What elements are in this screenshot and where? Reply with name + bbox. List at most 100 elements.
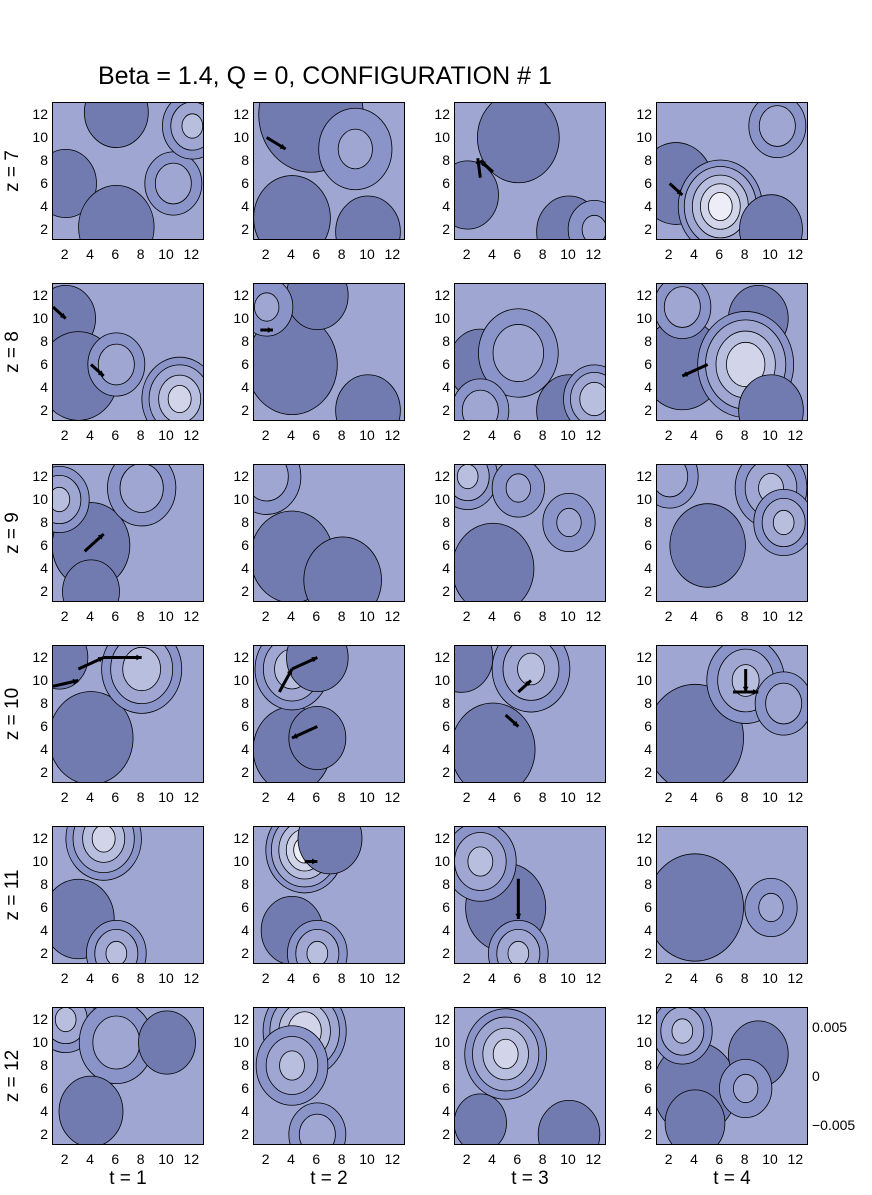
x-tick-label: 2 bbox=[60, 427, 69, 443]
colorbar-tick-label: −0.005 bbox=[812, 1116, 856, 1133]
contour-blob bbox=[83, 103, 149, 148]
x-tick-label: 4 bbox=[488, 789, 496, 805]
x-tick-label: 4 bbox=[86, 246, 94, 262]
arrow-head bbox=[525, 680, 531, 687]
y-tick-label: 10 bbox=[434, 309, 450, 326]
y-tick-label: 2 bbox=[241, 1125, 249, 1142]
contour-blob bbox=[162, 103, 203, 160]
y-tick-label: 6 bbox=[241, 898, 249, 915]
arrow-head bbox=[512, 720, 519, 727]
y-tick-label: 8 bbox=[442, 875, 450, 892]
y-tick-label: 10 bbox=[233, 852, 249, 869]
contour-level bbox=[657, 465, 689, 498]
contour-blob bbox=[657, 1008, 713, 1065]
contour-level bbox=[772, 509, 795, 536]
contour-panel bbox=[52, 102, 204, 240]
x-tick-label: 6 bbox=[513, 246, 522, 262]
contour-blob bbox=[488, 919, 549, 963]
x-tick-label: 12 bbox=[384, 427, 401, 443]
y-tick-label: 8 bbox=[644, 332, 652, 349]
y-tick-label: 8 bbox=[644, 513, 652, 530]
y-tick-label: 6 bbox=[644, 717, 652, 734]
y-tick-label: 8 bbox=[644, 1056, 652, 1073]
arrow-head bbox=[59, 312, 66, 319]
y-tick-label: 10 bbox=[32, 671, 48, 688]
contour-level bbox=[455, 646, 494, 693]
y-tick-label: 12 bbox=[233, 286, 249, 303]
x-tick-label: 10 bbox=[560, 427, 576, 443]
y-tick-label: 8 bbox=[442, 694, 450, 711]
y-tick-label: 6 bbox=[40, 898, 48, 915]
contour-blob bbox=[738, 374, 804, 420]
y-tick-label: 4 bbox=[644, 1102, 652, 1119]
y-tick-label: 8 bbox=[241, 332, 249, 349]
x-tick-label: 4 bbox=[287, 1151, 295, 1167]
arrow-head bbox=[682, 371, 689, 377]
x-tick-label: 12 bbox=[183, 608, 200, 624]
arrow-head bbox=[475, 158, 482, 164]
contour-level bbox=[492, 324, 545, 382]
y-tick-label: 10 bbox=[434, 852, 450, 869]
y-tick-label: 12 bbox=[636, 648, 652, 665]
x-tick-label: 4 bbox=[287, 970, 295, 986]
x-tick-label: 4 bbox=[287, 246, 295, 262]
y-tick-label: 2 bbox=[644, 763, 652, 780]
x-tick-label: 12 bbox=[585, 246, 602, 262]
y-tick-label: 2 bbox=[442, 401, 450, 418]
x-tick-label: 8 bbox=[136, 608, 145, 624]
y-tick-label: 12 bbox=[636, 286, 652, 303]
x-tick-label: 10 bbox=[158, 789, 174, 805]
contour-level bbox=[765, 682, 803, 725]
arrow-head bbox=[267, 327, 273, 333]
y-tick-label: 2 bbox=[644, 582, 652, 599]
x-tick-label: 8 bbox=[740, 970, 749, 986]
x-tick-label: 2 bbox=[462, 970, 471, 986]
arrow-head bbox=[753, 689, 759, 695]
x-tick-label: 10 bbox=[762, 789, 778, 805]
contour-blob bbox=[87, 332, 146, 397]
contour-blob bbox=[78, 185, 155, 239]
colorbar-tick-label: 0 bbox=[812, 1068, 820, 1084]
x-tick-label: 6 bbox=[111, 427, 120, 443]
y-tick-label: 12 bbox=[32, 648, 48, 665]
y-tick-label: 4 bbox=[644, 378, 652, 395]
x-tick-label: 8 bbox=[740, 427, 749, 443]
contour-panel bbox=[656, 283, 808, 421]
y-tick-label: 8 bbox=[241, 513, 249, 530]
x-tick-label: 6 bbox=[312, 427, 321, 443]
y-tick-label: 12 bbox=[434, 286, 450, 303]
contour-level bbox=[303, 536, 382, 601]
contour-blob bbox=[144, 151, 203, 216]
contour-level bbox=[119, 465, 164, 513]
x-tick-label: 4 bbox=[690, 970, 698, 986]
contour-blob bbox=[748, 103, 807, 159]
y-tick-label: 6 bbox=[442, 174, 450, 191]
y-tick-label: 6 bbox=[644, 1079, 652, 1096]
y-tick-label: 6 bbox=[40, 536, 48, 553]
x-tick-label: 12 bbox=[787, 970, 804, 986]
y-tick-label: 6 bbox=[644, 174, 652, 191]
y-tick-label: 4 bbox=[644, 740, 652, 757]
contour-blob bbox=[744, 877, 798, 938]
y-tick-label: 6 bbox=[644, 355, 652, 372]
y-tick-label: 2 bbox=[241, 944, 249, 961]
x-tick-label: 6 bbox=[715, 1151, 724, 1167]
arrow-head bbox=[97, 534, 104, 540]
contour-panel bbox=[454, 1007, 606, 1145]
contour-blob bbox=[255, 1025, 329, 1106]
x-tick-label: 4 bbox=[488, 970, 496, 986]
contour-level bbox=[579, 381, 605, 417]
y-tick-label: 8 bbox=[644, 151, 652, 168]
x-tick-label: 10 bbox=[762, 970, 778, 986]
x-tick-label: 6 bbox=[715, 427, 724, 443]
x-tick-label: 4 bbox=[690, 789, 698, 805]
contour-blob bbox=[65, 827, 142, 881]
y-tick-label: 6 bbox=[442, 1079, 450, 1096]
x-tick-label: 10 bbox=[359, 608, 375, 624]
contour-blob bbox=[753, 488, 807, 557]
contour-blob bbox=[53, 148, 97, 219]
y-tick-label: 12 bbox=[32, 286, 48, 303]
contour-level bbox=[286, 646, 349, 693]
contour-panel bbox=[656, 645, 808, 783]
contour-level bbox=[122, 646, 162, 692]
